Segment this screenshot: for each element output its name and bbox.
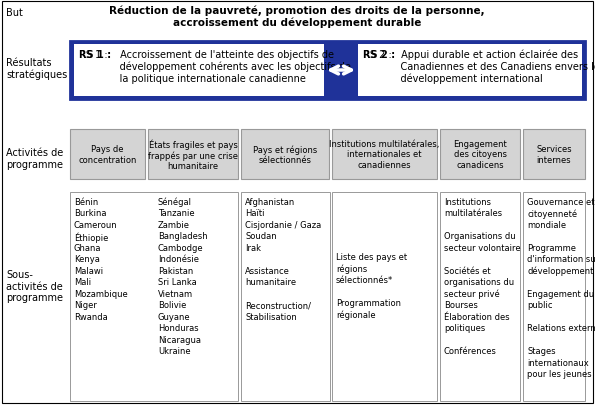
- Text: organisations du: organisations du: [444, 278, 514, 287]
- Text: public: public: [527, 301, 553, 310]
- Text: RS 2 :: RS 2 :: [363, 50, 402, 60]
- Text: Assistance: Assistance: [245, 266, 290, 275]
- Text: Éthiopie: Éthiopie: [74, 232, 108, 243]
- Text: But: But: [6, 8, 23, 18]
- Text: Sous-
activités de
programme: Sous- activités de programme: [6, 269, 63, 303]
- Text: Stabilisation: Stabilisation: [245, 312, 297, 321]
- Text: Engagement du: Engagement du: [527, 289, 594, 298]
- Text: Élaboration des: Élaboration des: [444, 312, 510, 321]
- Text: humanitaire: humanitaire: [245, 278, 296, 287]
- Bar: [70, 42, 585, 100]
- Text: Ukraine: Ukraine: [158, 347, 190, 356]
- Text: Services
internes: Services internes: [536, 145, 572, 164]
- Text: Ghana: Ghana: [74, 243, 102, 252]
- Text: Bangladesh: Bangladesh: [158, 232, 208, 241]
- Text: Mozambique: Mozambique: [74, 289, 128, 298]
- Text: secteur privé: secteur privé: [444, 289, 500, 299]
- Text: Irak: Irak: [245, 243, 261, 252]
- Text: Burkina: Burkina: [74, 209, 107, 218]
- Text: Cameroun: Cameroun: [74, 220, 118, 230]
- Text: RS 1 :: RS 1 :: [79, 50, 118, 60]
- Text: Cisjordanie / Gaza: Cisjordanie / Gaza: [245, 220, 321, 230]
- Text: Programmation: Programmation: [336, 298, 401, 307]
- Bar: [358, 45, 582, 97]
- Text: Sociétés et: Sociétés et: [444, 266, 491, 275]
- Text: États fragiles et pays
frappés par une crise
humanitaire: États fragiles et pays frappés par une c…: [148, 139, 238, 171]
- Text: régionale: régionale: [336, 310, 375, 319]
- Text: Tanzanie: Tanzanie: [158, 209, 195, 218]
- Text: Kenya: Kenya: [74, 255, 100, 264]
- Bar: [440, 130, 520, 179]
- Text: Rwanda: Rwanda: [74, 312, 108, 321]
- Bar: [148, 130, 238, 179]
- Text: Résultats
stratégiques: Résultats stratégiques: [6, 58, 67, 80]
- Bar: [70, 192, 238, 401]
- Text: pour les jeunes: pour les jeunes: [527, 370, 591, 379]
- Text: Relations externes: Relations externes: [527, 324, 595, 333]
- Text: Afghanistan: Afghanistan: [245, 198, 295, 207]
- Text: Liste des pays et: Liste des pays et: [336, 252, 407, 261]
- Text: Engagement
des citoyens
canadicens: Engagement des citoyens canadicens: [453, 140, 507, 169]
- Text: Pakistan: Pakistan: [158, 266, 193, 275]
- Text: politiques: politiques: [444, 324, 486, 333]
- Text: Reconstruction/: Reconstruction/: [245, 301, 311, 310]
- Bar: [523, 130, 585, 179]
- Bar: [332, 130, 437, 179]
- Text: Bolivie: Bolivie: [158, 301, 186, 310]
- Text: Cambodge: Cambodge: [158, 243, 203, 252]
- Text: d'information sur le: d'information sur le: [527, 255, 595, 264]
- Bar: [523, 192, 585, 401]
- Text: Haïti: Haïti: [245, 209, 265, 218]
- Text: multilatérales: multilatérales: [444, 209, 502, 218]
- Text: Institutions multilatérales,
internationales et
canadiennes: Institutions multilatérales, internation…: [329, 140, 440, 169]
- Text: Pays de
concentration: Pays de concentration: [79, 145, 137, 164]
- Bar: [241, 192, 330, 401]
- Text: Sénégal: Sénégal: [158, 198, 192, 207]
- Text: mondiale: mondiale: [527, 220, 566, 230]
- Text: Niger: Niger: [74, 301, 97, 310]
- Text: Stages: Stages: [527, 347, 556, 356]
- Text: Conférences: Conférences: [444, 347, 497, 356]
- Text: Bourses: Bourses: [444, 301, 478, 310]
- Bar: [332, 192, 437, 401]
- Text: régions: régions: [336, 264, 367, 273]
- Text: Gouvernance et: Gouvernance et: [527, 198, 594, 207]
- Text: Pays et régions
sélectionnés: Pays et régions sélectionnés: [253, 145, 317, 164]
- Text: Activités de
programme: Activités de programme: [6, 148, 63, 169]
- Text: Indonésie: Indonésie: [158, 255, 199, 264]
- Text: Mali: Mali: [74, 278, 91, 287]
- Text: Bénin: Bénin: [74, 198, 98, 207]
- Text: sélectionnés*: sélectionnés*: [336, 275, 393, 284]
- Text: internationaux: internationaux: [527, 358, 588, 367]
- Text: RS 1 :    Accroissement de l'atteinte des objectifs de
             développemen: RS 1 : Accroissement de l'atteinte des o…: [79, 50, 351, 83]
- Bar: [70, 130, 145, 179]
- Text: citoyenneté: citoyenneté: [527, 209, 577, 218]
- Text: Programme: Programme: [527, 243, 576, 252]
- Bar: [440, 192, 520, 401]
- Text: Vietnam: Vietnam: [158, 289, 193, 298]
- Text: secteur volontaire: secteur volontaire: [444, 243, 521, 252]
- Text: Sri Lanka: Sri Lanka: [158, 278, 197, 287]
- Text: développement: développement: [527, 266, 593, 276]
- Text: Zambie: Zambie: [158, 220, 190, 230]
- Text: Organisations du: Organisations du: [444, 232, 516, 241]
- Text: Réduction de la pauvreté, promotion des droits de la personne,
accroissement du : Réduction de la pauvreté, promotion des …: [109, 5, 485, 28]
- Text: Nicaragua: Nicaragua: [158, 335, 201, 344]
- Text: Malawi: Malawi: [74, 266, 103, 275]
- Text: Honduras: Honduras: [158, 324, 199, 333]
- Text: RS 2 :   Appui durable et action éclairée des
            Canadiennes et des Can: RS 2 : Appui durable et action éclairée …: [363, 50, 595, 84]
- Text: Soudan: Soudan: [245, 232, 277, 241]
- Text: Institutions: Institutions: [444, 198, 491, 207]
- Bar: [241, 130, 329, 179]
- Bar: [74, 45, 324, 97]
- Text: Guyane: Guyane: [158, 312, 190, 321]
